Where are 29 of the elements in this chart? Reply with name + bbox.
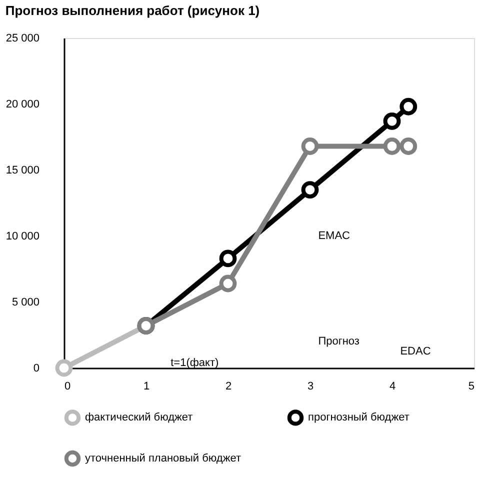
annotation: EMAC: [318, 230, 350, 242]
y-tick-label: 0: [33, 362, 40, 374]
point: [383, 112, 401, 130]
y-tick-label: 20 000: [6, 98, 40, 110]
annotation: t=1(факт): [170, 357, 219, 370]
x-tick-label: 4: [389, 380, 396, 392]
point: [383, 138, 401, 155]
point: [400, 98, 418, 116]
x-tick-label: 3: [307, 380, 314, 392]
legend-label: прогнозный бюджет: [308, 412, 410, 424]
point: [55, 359, 73, 377]
y-tick-label: 25 000: [6, 32, 40, 44]
x-tick-label: 0: [64, 380, 71, 392]
y-tick-label: 15 000: [6, 164, 40, 176]
legend-label: фактический бюджет: [85, 412, 193, 424]
x-tick-label: 1: [143, 380, 150, 392]
point: [219, 250, 237, 268]
point: [301, 138, 319, 155]
point: [400, 138, 418, 155]
point: [219, 274, 237, 292]
y-tick-label: 10 000: [6, 230, 40, 242]
legend-label: уточненный плановый бюджет: [85, 452, 241, 464]
chart-title: Прогноз выполнения работ (рисунок 1): [5, 3, 260, 18]
annotation: Прогноз: [318, 336, 360, 348]
point: [301, 181, 319, 198]
x-tick-label: 5: [468, 380, 474, 392]
annotation: EDAC: [400, 346, 431, 358]
y-tick-label: 5 000: [12, 296, 40, 308]
x-tick-label: 2: [225, 380, 232, 392]
